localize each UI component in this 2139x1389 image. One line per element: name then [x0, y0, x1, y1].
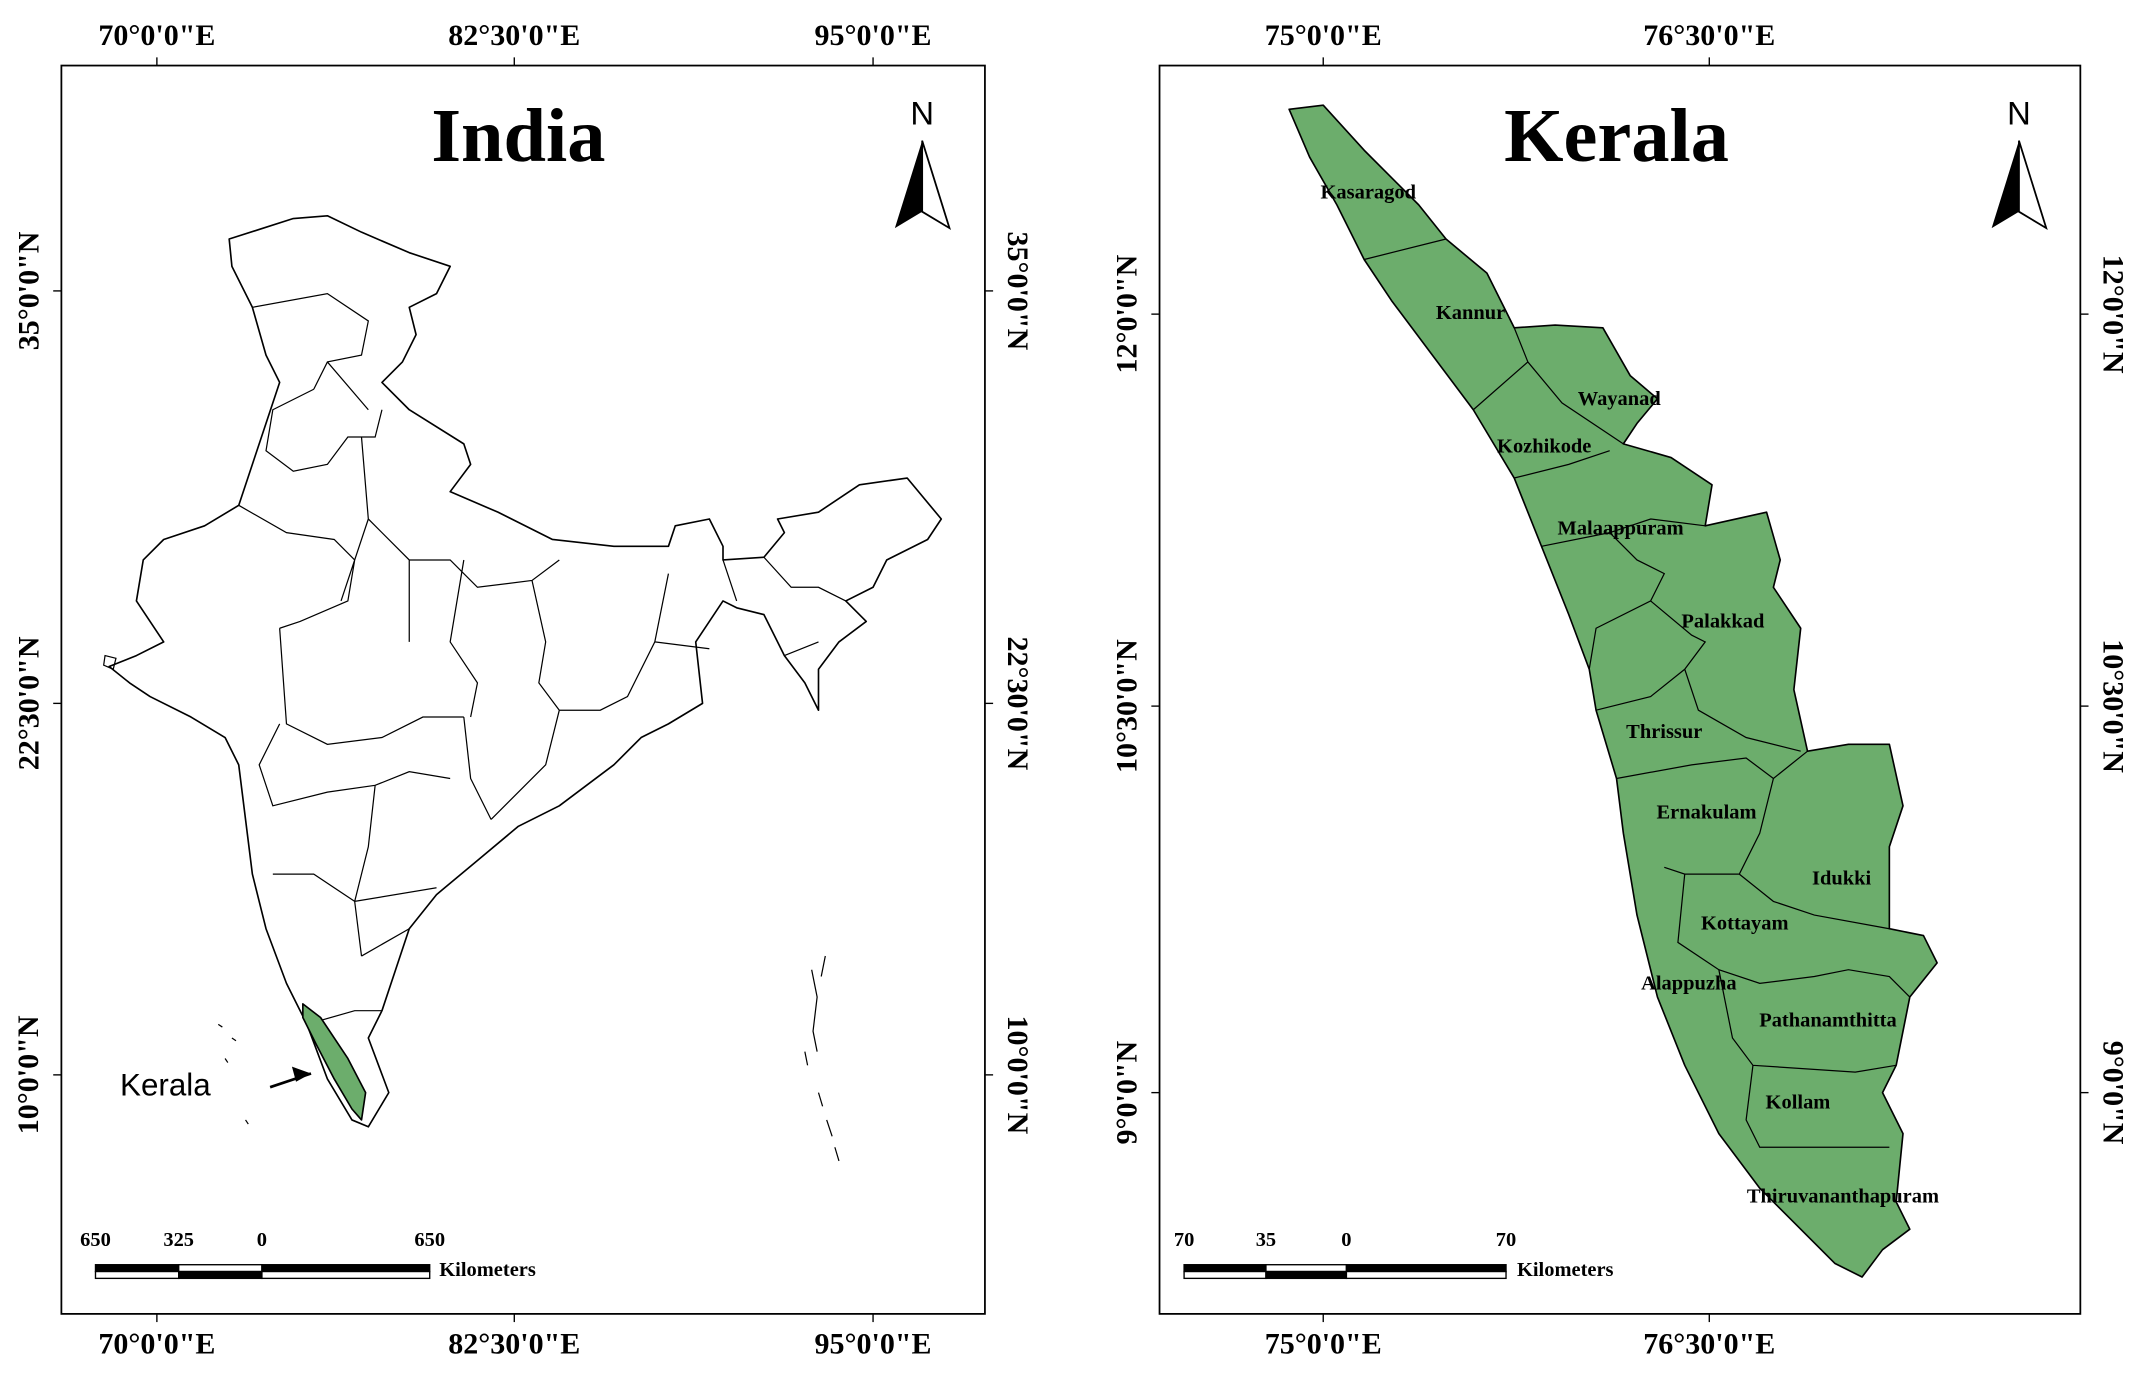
india-frame [60, 64, 986, 1315]
district-borders [1364, 238, 1911, 1148]
latitude-label: 35°0'0"N [12, 231, 45, 350]
north-arrow [2018, 140, 2048, 231]
longitude-label: 70°0'0"E [98, 1328, 215, 1361]
latitude-label: 10°30'0"N [2096, 639, 2129, 773]
scale-segment [94, 1270, 180, 1280]
longitude-label: 76°30'0"E [1643, 1328, 1775, 1361]
latitude-label: 10°0'0"N [12, 1015, 45, 1134]
longitude-label: 75°0'0"E [1265, 19, 1382, 52]
scale-segment [1183, 1264, 1267, 1273]
latitude-label: 9°0'0"N [1110, 1040, 1143, 1144]
longitude-label: 95°0'0"E [815, 19, 932, 52]
latitude-label: 12°0'0"N [1110, 254, 1143, 373]
longitude-label: 75°0'0"E [1265, 1328, 1382, 1361]
district-label: Kozhikode [1497, 436, 1591, 458]
district-label: Kasaragod [1321, 182, 1417, 204]
district-label: Thrissur [1626, 721, 1702, 743]
scale-label: 0 [257, 1229, 267, 1251]
longitude-label: 76°30'0"E [1643, 19, 1775, 52]
kerala-outline [1288, 104, 1938, 1278]
north-arrow [1991, 140, 2019, 229]
scale-unit: Kilometers [1517, 1259, 1614, 1281]
scale-segment [1345, 1264, 1507, 1273]
district-label: Kottayam [1701, 912, 1788, 934]
scale-unit: Kilometers [439, 1259, 536, 1281]
district-label: Pathanamthitta [1759, 1009, 1897, 1031]
scale-label: 650 [80, 1229, 111, 1251]
scale-segment [1345, 1270, 1507, 1280]
district-label: Alappuzha [1641, 972, 1737, 994]
longitude-label: 82°30'0"E [448, 1328, 580, 1361]
state-borders [238, 292, 847, 1025]
scale-label: 0 [1341, 1229, 1351, 1251]
north-label: N [2007, 95, 2031, 132]
scale-segment [1265, 1264, 1348, 1273]
district-label: Wayanad [1578, 388, 1662, 410]
district-label: Kollam [1766, 1091, 1831, 1113]
map-title: India [431, 93, 605, 178]
scale-segment [261, 1270, 431, 1280]
district-label: Malaappuram [1558, 518, 1684, 540]
latitude-label: 10°30'0"N [1110, 639, 1143, 773]
kerala-frame [1158, 64, 2082, 1315]
scale-label: 70 [1174, 1229, 1194, 1251]
north-arrow [894, 140, 923, 229]
district-label: Ernakulam [1657, 802, 1757, 824]
district-label: Idukki [1812, 867, 1871, 889]
callout-arrowhead [291, 1066, 312, 1082]
district-label: Thiruvananthapuram [1747, 1185, 1939, 1207]
india-outline [108, 214, 943, 1128]
scale-label: 325 [163, 1229, 194, 1251]
longitude-label: 82°30'0"E [448, 19, 580, 52]
longitude-label: 95°0'0"E [815, 1328, 932, 1361]
map-title: Kerala [1504, 93, 1729, 178]
scale-segment [178, 1264, 263, 1273]
islands [103, 654, 840, 1162]
scale-label: 70 [1496, 1229, 1516, 1251]
latitude-label: 12°0'0"N [2096, 255, 2129, 374]
kerala-highlight [302, 1003, 367, 1121]
latitude-label: 22°30'0"N [12, 636, 45, 770]
scale-segment [94, 1264, 180, 1273]
latitude-label: 9°0'0"N [2096, 1041, 2129, 1145]
latitude-label: 22°30'0"N [1001, 636, 1034, 770]
labels: India 70°0'0"E 70°0'0"E 82°30'0"E 82°30'0"E 9… [12, 19, 2129, 1360]
district-label: Palakkad [1681, 610, 1765, 632]
district-label: Kannur [1436, 302, 1505, 324]
kerala-callout: Kerala [120, 1067, 211, 1102]
scale-segment [261, 1264, 431, 1273]
north-label: N [910, 95, 934, 132]
scale-segment [1183, 1270, 1267, 1280]
longitude-label: 70°0'0"E [98, 19, 215, 52]
latitude-label: 10°0'0"N [1001, 1015, 1034, 1134]
scale-segment [1265, 1270, 1348, 1280]
scale-segment [178, 1270, 263, 1280]
north-arrow [921, 140, 951, 231]
latitude-label: 35°0'0"N [1001, 232, 1034, 351]
scale-label: 650 [414, 1229, 445, 1251]
scale-label: 35 [1256, 1229, 1276, 1251]
